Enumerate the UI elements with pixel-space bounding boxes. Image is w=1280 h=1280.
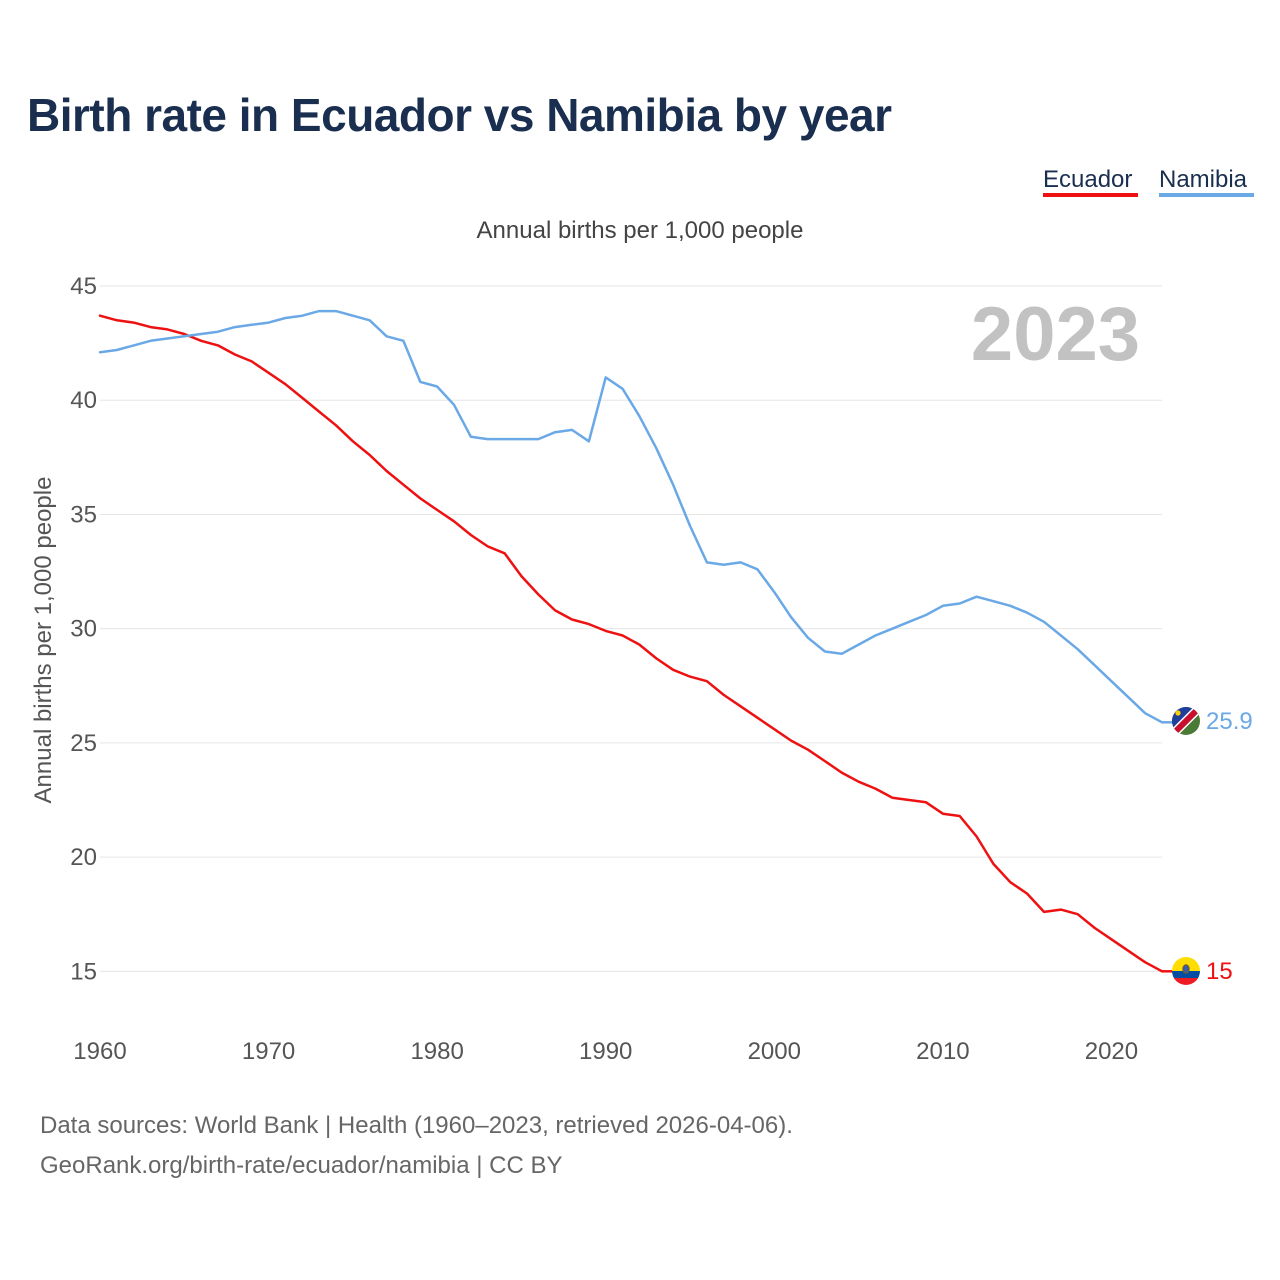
source-note: Data sources: World Bank | Health (1960–…	[40, 1106, 793, 1186]
x-tick-label: 2000	[748, 1038, 801, 1065]
x-tick-label: 2020	[1085, 1038, 1138, 1065]
grid-lines	[100, 285, 1162, 972]
x-tick-label: 1970	[242, 1038, 295, 1065]
series-line-namibia	[98, 309, 1164, 724]
x-tick-label: 2010	[916, 1038, 969, 1065]
x-tick-label: 1980	[410, 1038, 463, 1065]
source-line: Data sources: World Bank | Health (1960–…	[40, 1112, 793, 1139]
legend-swatch-namibia	[1159, 193, 1254, 197]
y-tick-label: 40	[70, 387, 97, 414]
legend-item-namibia[interactable]: Namibia	[1159, 166, 1248, 193]
y-tick-label: 20	[70, 844, 97, 871]
chart-subtitle: Annual births per 1,000 people	[476, 217, 804, 244]
y-tick-label: 25	[70, 730, 97, 757]
year-watermark: 2023	[971, 292, 1140, 377]
y-tick-label: 15	[70, 958, 97, 985]
legend-swatch-ecuador	[1043, 193, 1138, 197]
y-axis-label: Annual births per 1,000 people	[30, 477, 57, 804]
y-tick-label: 30	[70, 616, 97, 643]
y-tick-label: 35	[70, 501, 97, 528]
y-tick-label: 45	[70, 273, 97, 300]
x-axis-ticks: 1960 1970 1980 1990 2000 2010 2020	[73, 1038, 1138, 1065]
namibia-flag-icon	[1172, 707, 1200, 735]
x-tick-label: 1960	[73, 1038, 126, 1065]
ecuador-flag-icon	[1172, 957, 1200, 985]
y-axis-ticks: 15 20 25 30 35 40 45	[70, 273, 97, 985]
end-label-namibia: 25.9	[1206, 708, 1253, 735]
legend-item-ecuador[interactable]: Ecuador	[1043, 166, 1133, 193]
series-lines	[98, 309, 1174, 973]
end-label-ecuador: 15	[1206, 958, 1233, 985]
chart-title: Birth rate in Ecuador vs Namibia by year	[27, 89, 892, 141]
series-line-ecuador	[98, 314, 1164, 973]
source-url: GeoRank.org/birth-rate/ecuador/namibia |…	[40, 1152, 563, 1179]
x-tick-label: 1990	[579, 1038, 632, 1065]
